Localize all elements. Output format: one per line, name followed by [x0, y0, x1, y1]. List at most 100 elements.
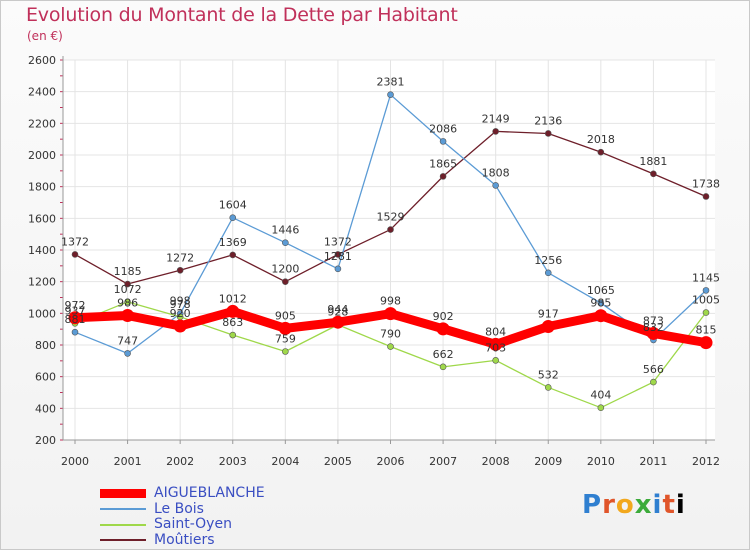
y-tick-label: 2200: [28, 117, 56, 130]
x-tick-label: 2004: [271, 455, 299, 468]
x-tick-label: 2009: [534, 455, 562, 468]
data-label-mo-tiers: 1881: [639, 155, 667, 168]
data-point-aigueblanche: [646, 326, 660, 340]
x-tick-label: 2006: [377, 455, 405, 468]
data-label-le-bois: 1446: [271, 224, 299, 237]
data-label-aigueblanche: 873: [643, 314, 664, 327]
y-tick-label: 200: [35, 434, 56, 447]
data-point-le-bois: [71, 328, 79, 336]
legend-item: Saint-Oyen: [100, 517, 265, 533]
data-point-aigueblanche: [489, 337, 503, 351]
data-label-saint-oyen: 703: [485, 341, 506, 354]
y-tick-label: 1800: [28, 181, 56, 194]
data-point-mo-tiers: [492, 128, 499, 135]
data-point-mo-tiers: [544, 130, 552, 137]
data-point-mo-tiers: [334, 251, 342, 258]
data-label-aigueblanche: 985: [590, 297, 611, 310]
data-point-saint-oyen: [650, 378, 657, 386]
data-label-mo-tiers: 1372: [324, 235, 352, 248]
data-label-saint-oyen: 1072: [114, 283, 142, 296]
x-tick-label: 2010: [587, 455, 615, 468]
data-label-mo-tiers: 1529: [377, 211, 405, 224]
data-point-saint-oyen: [387, 343, 394, 350]
data-point-aigueblanche: [278, 321, 292, 335]
y-tick-label: 1400: [28, 244, 56, 257]
data-label-le-bois: 832: [643, 321, 664, 334]
data-point-mo-tiers: [702, 193, 710, 200]
data-point-le-bois: [334, 265, 342, 273]
data-point-le-bois: [702, 287, 710, 294]
data-label-aigueblanche: 905: [275, 309, 296, 322]
data-label-le-bois: 1281: [324, 250, 352, 263]
data-label-saint-oyen: 759: [275, 332, 296, 345]
data-point-saint-oyen: [124, 298, 131, 306]
data-label-mo-tiers: 2018: [587, 133, 615, 146]
x-tick-label: 2007: [429, 455, 457, 468]
data-point-saint-oyen: [597, 404, 605, 412]
data-point-le-bois: [124, 350, 131, 357]
data-point-aigueblanche: [68, 311, 82, 325]
data-label-le-bois: 1145: [692, 271, 720, 284]
data-label-le-bois: 1256: [534, 254, 562, 267]
data-point-aigueblanche: [384, 307, 397, 321]
data-point-mo-tiers: [597, 148, 605, 156]
data-label-aigueblanche: 1012: [219, 292, 247, 305]
data-label-saint-oyen: 863: [222, 316, 243, 329]
chart-title: Evolution du Montant de la Dette par Hab…: [26, 4, 458, 26]
data-point-aigueblanche: [173, 319, 187, 333]
data-point-le-bois: [229, 214, 237, 221]
y-tick-label: 1200: [28, 276, 56, 289]
data-label-saint-oyen: 566: [643, 363, 664, 376]
data-label-le-bois: 747: [117, 334, 138, 347]
y-tick-label: 2000: [28, 149, 56, 162]
data-label-mo-tiers: 2136: [534, 114, 562, 127]
data-point-mo-tiers: [229, 251, 237, 259]
y-tick-label: 1600: [28, 212, 56, 225]
data-point-le-bois: [282, 239, 289, 247]
data-point-mo-tiers: [71, 251, 79, 258]
data-label-saint-oyen: 532: [538, 368, 559, 381]
data-label-le-bois: 881: [65, 313, 86, 326]
data-label-saint-oyen: 978: [170, 298, 191, 311]
data-label-mo-tiers: 1200: [271, 263, 299, 276]
x-tick-label: 2012: [692, 455, 720, 468]
legend: AIGUEBLANCHE Le Bois Saint-Oyen Moûtiers: [100, 486, 265, 548]
data-point-aigueblanche: [594, 309, 608, 323]
x-tick-label: 2001: [114, 455, 142, 468]
legend-swatch: [100, 489, 146, 499]
data-label-saint-oyen: 404: [590, 389, 611, 402]
data-point-aigueblanche: [699, 336, 713, 350]
x-tick-label: 2005: [324, 455, 352, 468]
data-point-le-bois: [387, 91, 394, 98]
data-point-mo-tiers: [124, 280, 131, 288]
data-point-saint-oyen: [229, 331, 237, 339]
data-label-mo-tiers: 1738: [692, 177, 720, 190]
legend-item: Le Bois: [100, 500, 265, 518]
data-label-aigueblanche: 815: [696, 324, 717, 337]
data-label-aigueblanche: 917: [538, 307, 559, 320]
data-label-mo-tiers: 1369: [219, 236, 247, 249]
y-tick-label: 1000: [28, 307, 56, 320]
data-label-saint-oyen: 1005: [692, 294, 720, 307]
y-tick-label: 400: [35, 402, 56, 415]
legend-label: Moûtiers: [154, 531, 215, 548]
data-label-le-bois: 998: [170, 295, 191, 308]
legend-label: Saint-Oyen: [154, 516, 232, 533]
data-point-mo-tiers: [650, 170, 657, 178]
data-label-saint-oyen: 937: [65, 304, 86, 317]
data-point-le-bois: [597, 299, 605, 307]
data-point-mo-tiers: [387, 226, 394, 233]
y-tick-label: 2600: [28, 54, 56, 67]
x-tick-label: 2011: [639, 455, 667, 468]
data-point-aigueblanche: [226, 304, 240, 318]
data-label-mo-tiers: 1372: [61, 235, 89, 248]
data-label-saint-oyen: 662: [433, 348, 454, 361]
data-label-aigueblanche: 986: [117, 297, 138, 310]
legend-label: Le Bois: [154, 500, 204, 517]
data-point-aigueblanche: [436, 322, 450, 336]
legend-swatch: [100, 508, 146, 511]
data-label-aigueblanche: 972: [65, 299, 86, 312]
data-label-aigueblanche: 998: [380, 295, 401, 308]
y-tick-label: 600: [35, 371, 56, 384]
chart-unit: (en €): [27, 29, 63, 43]
